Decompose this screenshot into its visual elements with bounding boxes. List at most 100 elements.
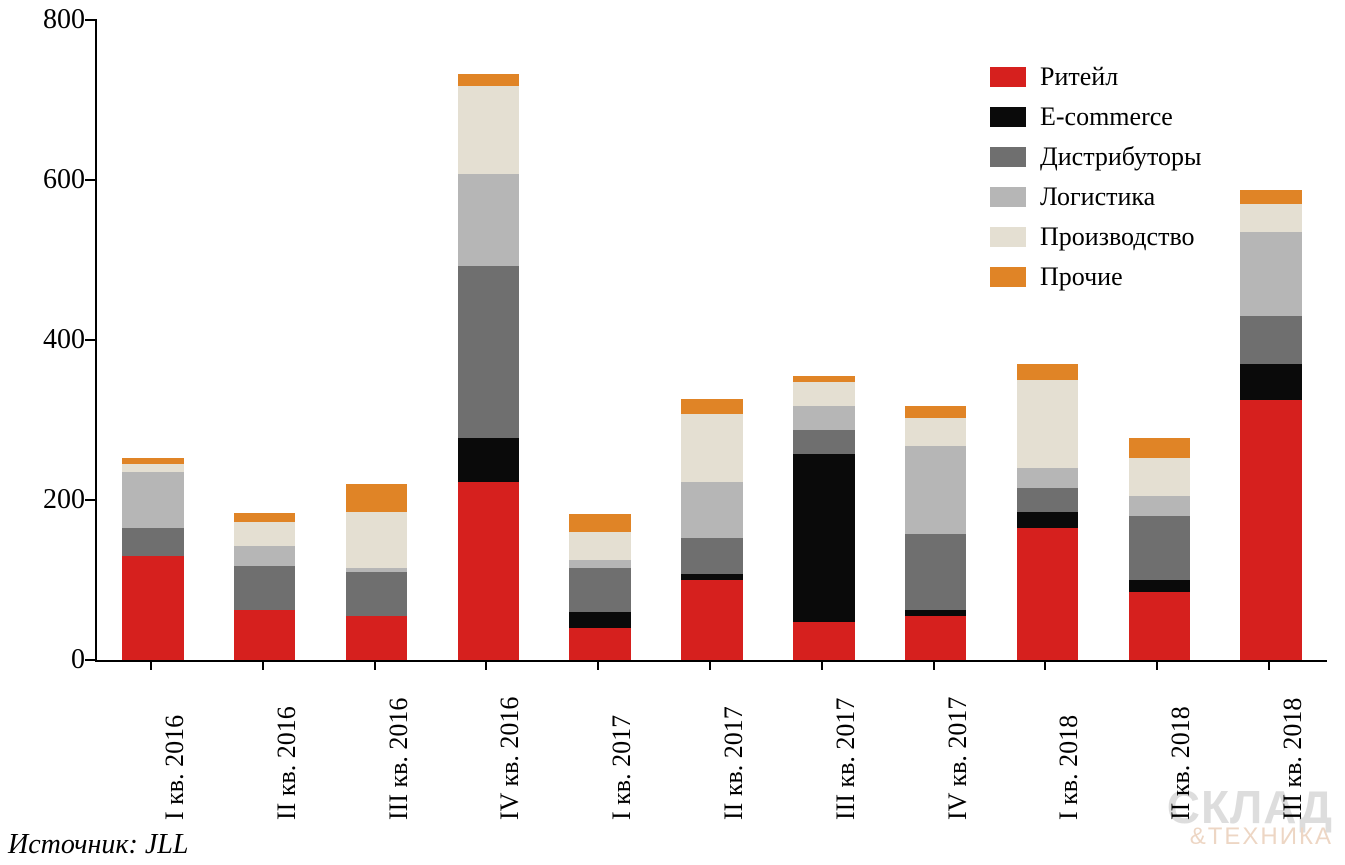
x-tick-mark — [597, 660, 599, 670]
bar-segment-logistics — [569, 560, 631, 568]
legend-item: Производство — [990, 222, 1202, 252]
y-tick-mark — [85, 19, 97, 21]
x-tick-label: I кв. 2016 — [160, 715, 190, 820]
bar-segment-other — [346, 484, 408, 512]
x-tick-label: II кв. 2017 — [719, 706, 749, 820]
source-citation: Источник: JLL — [8, 829, 188, 861]
legend-item: Логистика — [990, 182, 1202, 212]
y-tick-mark — [85, 499, 97, 501]
bar-segment-other — [569, 514, 631, 532]
y-tick-mark — [85, 659, 97, 661]
bar-segment-retail — [905, 616, 967, 660]
y-tick-label: 600 — [30, 164, 85, 196]
bar-segment-logistics — [1129, 496, 1191, 516]
bar-segment-logistics — [793, 406, 855, 430]
legend-item: Дистрибуторы — [990, 142, 1202, 172]
bar-segment-ecom — [1129, 580, 1191, 592]
bar-segment-distrib — [346, 572, 408, 616]
x-tick-mark — [262, 660, 264, 670]
bar-segment-production — [234, 522, 296, 546]
bar-segment-distrib — [122, 528, 184, 556]
legend-label: Ритейл — [1040, 62, 1118, 92]
bar-segment-retail — [1129, 592, 1191, 660]
bar-segment-ecom — [1017, 512, 1079, 528]
y-tick-label: 200 — [30, 484, 85, 516]
legend-label: E-commerce — [1040, 102, 1173, 132]
bar-segment-distrib — [458, 266, 520, 438]
bar-segment-other — [458, 74, 520, 86]
bar-segment-retail — [681, 580, 743, 660]
bar-segment-retail — [569, 628, 631, 660]
bar-segment-other — [234, 513, 296, 523]
bar-segment-ecom — [458, 438, 520, 482]
chart-container: Ритейл E-commerce Дистрибуторы Логистика Про… — [0, 0, 1345, 865]
legend-swatch — [990, 187, 1026, 207]
legend-item: Прочие — [990, 262, 1202, 292]
x-tick-mark — [709, 660, 711, 670]
bar-segment-logistics — [905, 446, 967, 534]
bar-segment-retail — [122, 556, 184, 660]
legend-swatch — [990, 267, 1026, 287]
x-tick-mark — [1156, 660, 1158, 670]
bar-segment-retail — [793, 622, 855, 660]
legend-item: Ритейл — [990, 62, 1202, 92]
legend-swatch — [990, 67, 1026, 87]
bar-segment-production — [681, 414, 743, 482]
watermark-line2: &ТЕХНИКА — [1167, 827, 1333, 847]
bar-segment-production — [1017, 380, 1079, 468]
bar-segment-ecom — [681, 574, 743, 580]
bar-segment-logistics — [681, 482, 743, 538]
bar-segment-other — [1240, 190, 1302, 204]
bar-segment-production — [458, 86, 520, 174]
x-tick-mark — [1044, 660, 1046, 670]
legend: Ритейл E-commerce Дистрибуторы Логистика Про… — [990, 62, 1202, 302]
x-tick-mark — [1268, 660, 1270, 670]
y-tick-mark — [85, 179, 97, 181]
bar-segment-other — [793, 376, 855, 382]
bar-segment-distrib — [569, 568, 631, 612]
bar-segment-distrib — [1240, 316, 1302, 364]
bar-segment-logistics — [1240, 232, 1302, 316]
y-tick-label: 0 — [30, 644, 85, 676]
bar-segment-ecom — [1240, 364, 1302, 400]
bar-segment-ecom — [793, 454, 855, 622]
legend-item: E-commerce — [990, 102, 1202, 132]
bar-segment-other — [1129, 438, 1191, 458]
bar-segment-retail — [458, 482, 520, 660]
x-tick-label: I кв. 2017 — [607, 715, 637, 820]
legend-swatch — [990, 227, 1026, 247]
x-tick-mark — [933, 660, 935, 670]
x-tick-mark — [821, 660, 823, 670]
x-tick-mark — [374, 660, 376, 670]
bar-segment-logistics — [346, 568, 408, 572]
bar-segment-ecom — [905, 610, 967, 616]
x-tick-label: III кв. 2017 — [831, 698, 861, 820]
bar-segment-other — [122, 458, 184, 464]
legend-label: Прочие — [1040, 262, 1123, 292]
x-tick-label: II кв. 2016 — [272, 706, 302, 820]
legend-label: Производство — [1040, 222, 1195, 252]
bar-segment-ecom — [569, 612, 631, 628]
bar-segment-production — [1129, 458, 1191, 496]
x-tick-mark — [485, 660, 487, 670]
x-tick-label: II кв. 2018 — [1166, 706, 1196, 820]
bar-segment-logistics — [122, 472, 184, 528]
legend-swatch — [990, 107, 1026, 127]
bar-segment-distrib — [1017, 488, 1079, 512]
bar-segment-retail — [1017, 528, 1079, 660]
legend-label: Дистрибуторы — [1040, 142, 1202, 172]
bar-segment-distrib — [681, 538, 743, 574]
x-tick-label: III кв. 2016 — [384, 698, 414, 820]
bar-segment-distrib — [234, 566, 296, 610]
x-tick-label: III кв. 2018 — [1278, 698, 1308, 820]
y-tick-label: 400 — [30, 324, 85, 356]
x-tick-label: IV кв. 2017 — [943, 697, 973, 820]
bar-segment-other — [1017, 364, 1079, 380]
x-tick-label: IV кв. 2016 — [495, 697, 525, 820]
bar-segment-logistics — [458, 174, 520, 266]
bar-segment-other — [905, 406, 967, 418]
y-tick-mark — [85, 339, 97, 341]
bar-segment-production — [905, 418, 967, 446]
y-tick-label: 800 — [30, 4, 85, 36]
bar-segment-retail — [346, 616, 408, 660]
